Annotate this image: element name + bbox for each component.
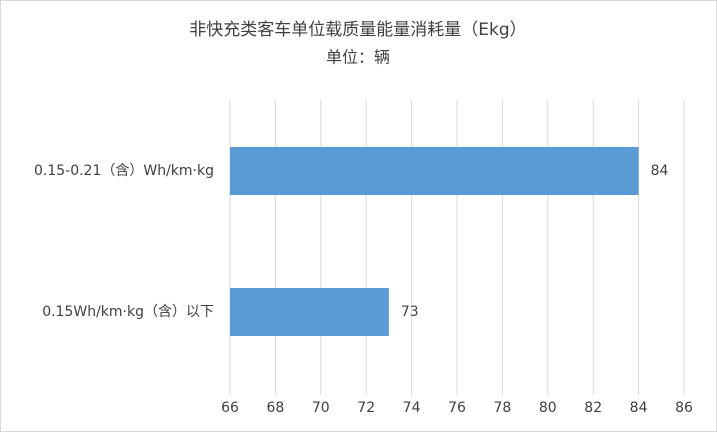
x-tick-label: 74	[403, 400, 421, 416]
y-tick-label: 0.15-0.21（含）Wh/km·kg	[34, 163, 214, 179]
x-tick-label: 86	[675, 400, 693, 416]
data-label: 73	[401, 304, 419, 320]
x-tick-label: 72	[357, 400, 375, 416]
x-tick-label: 68	[266, 400, 284, 416]
x-tick-label: 66	[221, 400, 239, 416]
chart-subtitle: 单位：辆	[326, 48, 390, 67]
data-label: 84	[651, 163, 669, 179]
x-tick-label: 70	[312, 400, 330, 416]
chart-title: 非快充类客车单位载质量能量消耗量（Ekg）	[189, 20, 526, 40]
y-tick-label: 0.15Wh/km·kg（含）以下	[42, 304, 214, 320]
x-tick-label: 76	[448, 400, 466, 416]
bar	[230, 288, 389, 336]
x-tick-label: 78	[493, 400, 511, 416]
x-tick-label: 80	[539, 400, 557, 416]
x-tick-label: 84	[630, 400, 648, 416]
bar	[230, 147, 639, 195]
x-tick-label: 82	[584, 400, 602, 416]
